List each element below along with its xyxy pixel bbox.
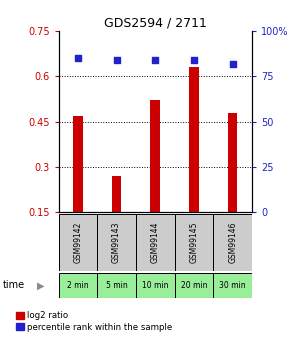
Bar [213, 214, 252, 271]
Text: 20 min: 20 min [181, 281, 207, 290]
Bar [151, 100, 160, 212]
Point [192, 57, 196, 63]
Bar [228, 112, 238, 212]
Bar [59, 273, 97, 298]
Text: GSM99144: GSM99144 [151, 221, 160, 263]
Text: GSM99142: GSM99142 [74, 222, 82, 263]
Bar [136, 214, 175, 271]
Bar [189, 67, 199, 212]
Title: GDS2594 / 2711: GDS2594 / 2711 [104, 17, 207, 30]
Point [230, 61, 235, 67]
Text: ▶: ▶ [37, 280, 44, 290]
Point [153, 57, 158, 63]
Text: 30 min: 30 min [219, 281, 246, 290]
Text: GSM99146: GSM99146 [228, 221, 237, 263]
Point [114, 57, 119, 63]
Bar [97, 214, 136, 271]
Text: 5 min: 5 min [106, 281, 127, 290]
Legend: log2 ratio, percentile rank within the sample: log2 ratio, percentile rank within the s… [16, 311, 173, 332]
Bar [73, 116, 83, 212]
Bar [97, 273, 136, 298]
Bar [136, 273, 175, 298]
Text: 10 min: 10 min [142, 281, 168, 290]
Text: 2 min: 2 min [67, 281, 89, 290]
Bar [175, 214, 213, 271]
Point [76, 56, 80, 61]
Text: time: time [3, 280, 25, 290]
Bar [175, 273, 213, 298]
Text: GSM99143: GSM99143 [112, 221, 121, 263]
Bar [59, 214, 97, 271]
Bar [213, 273, 252, 298]
Bar [112, 176, 122, 212]
Text: GSM99145: GSM99145 [190, 221, 198, 263]
